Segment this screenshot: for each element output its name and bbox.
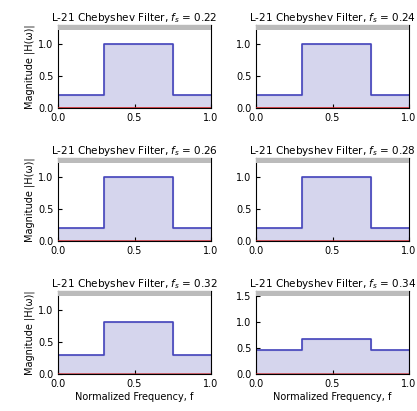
- Y-axis label: Magnitude |H(ω)|: Magnitude |H(ω)|: [25, 24, 35, 109]
- X-axis label: Normalized Frequency, f: Normalized Frequency, f: [273, 392, 392, 402]
- Title: L-21 Chebyshev Filter, $f_s$ = 0.24: L-21 Chebyshev Filter, $f_s$ = 0.24: [249, 11, 416, 25]
- Title: L-21 Chebyshev Filter, $f_s$ = 0.22: L-21 Chebyshev Filter, $f_s$ = 0.22: [51, 11, 218, 25]
- Y-axis label: Magnitude |H(ω)|: Magnitude |H(ω)|: [25, 157, 35, 242]
- Bar: [256, 25, 409, 30]
- Title: L-21 Chebyshev Filter, $f_s$ = 0.32: L-21 Chebyshev Filter, $f_s$ = 0.32: [51, 277, 218, 291]
- Bar: [58, 25, 211, 30]
- Bar: [256, 291, 409, 296]
- Title: L-21 Chebyshev Filter, $f_s$ = 0.28: L-21 Chebyshev Filter, $f_s$ = 0.28: [249, 144, 416, 158]
- Title: L-21 Chebyshev Filter, $f_s$ = 0.34: L-21 Chebyshev Filter, $f_s$ = 0.34: [249, 277, 416, 291]
- Bar: [58, 158, 211, 163]
- Bar: [256, 158, 409, 163]
- Y-axis label: Magnitude |H(ω)|: Magnitude |H(ω)|: [25, 290, 35, 375]
- Bar: [58, 291, 211, 296]
- Title: L-21 Chebyshev Filter, $f_s$ = 0.26: L-21 Chebyshev Filter, $f_s$ = 0.26: [51, 144, 218, 158]
- X-axis label: Normalized Frequency, f: Normalized Frequency, f: [75, 392, 194, 402]
